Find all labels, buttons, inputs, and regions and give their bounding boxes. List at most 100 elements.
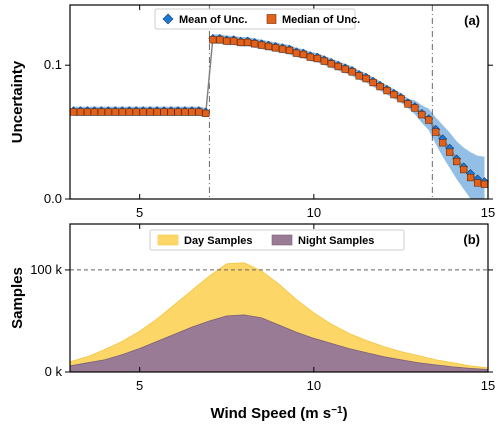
b-xtick-label: 5 xyxy=(136,378,143,393)
legend-night-label: Night Samples xyxy=(298,235,374,247)
median-point xyxy=(188,108,196,116)
median-point xyxy=(285,46,294,55)
median-point xyxy=(425,116,433,124)
median-point xyxy=(390,91,398,99)
median-point xyxy=(313,54,321,63)
median-point xyxy=(439,139,447,147)
a-xtick-label: 15 xyxy=(481,205,495,220)
panel-a-frame xyxy=(69,4,489,200)
median-point xyxy=(271,44,280,52)
median-point xyxy=(111,108,119,116)
median-point xyxy=(244,38,252,47)
median-point xyxy=(174,108,182,116)
median-point xyxy=(153,108,161,116)
median-point xyxy=(446,148,454,156)
a-ytick-label: 0.1 xyxy=(44,57,62,72)
series-markers xyxy=(69,34,489,188)
median-point xyxy=(118,108,126,116)
median-point xyxy=(348,68,356,76)
uncertainty-band-high xyxy=(212,34,485,200)
b-xtick-label: 15 xyxy=(481,378,495,393)
median-point xyxy=(251,40,259,48)
median-point xyxy=(202,109,210,117)
median-point xyxy=(237,38,245,47)
median-point xyxy=(362,74,370,83)
median-point xyxy=(341,65,349,73)
panel-label-a: (a) xyxy=(464,13,480,28)
median-point xyxy=(411,104,419,112)
median-point xyxy=(230,37,238,45)
legend-mean-marker xyxy=(162,13,174,25)
x-axis-label-main: Wind Speed (m s xyxy=(210,405,331,422)
median-point xyxy=(278,45,287,53)
panel-label-b: (b) xyxy=(463,232,480,247)
median-point xyxy=(299,50,307,59)
panel-b-frame xyxy=(69,223,489,373)
median-point xyxy=(466,173,475,182)
x-axis-label-end: ) xyxy=(343,405,348,422)
a-xtick-label: 10 xyxy=(307,205,321,220)
legend-median-label: Median of Unc. xyxy=(282,14,360,26)
legend-day-label: Day Samples xyxy=(184,235,252,247)
median-point xyxy=(453,157,461,166)
median-point xyxy=(320,57,328,65)
legend-day-swatch xyxy=(157,234,179,246)
median-point xyxy=(181,108,189,116)
median-point xyxy=(327,60,335,68)
panel-b-ticks: 5 10 15 0 k 100 k xyxy=(30,224,495,393)
median-point xyxy=(209,36,217,44)
median-point xyxy=(383,87,391,95)
median-point xyxy=(334,62,342,71)
y-axis-label-uncertainty: Uncertainty xyxy=(9,60,26,143)
panel-b-samples: 5 10 15 0 k 100 k Samples Wind Speed (m s−1)… xyxy=(9,223,495,423)
median-point xyxy=(369,79,377,87)
median-point xyxy=(97,108,105,116)
panel-a-ticks: 5 10 15 0.0 0.1 xyxy=(44,5,495,220)
median-point xyxy=(195,108,203,116)
median-point xyxy=(404,100,412,108)
median-point xyxy=(418,111,426,119)
median-point xyxy=(83,108,92,116)
regime-vlines xyxy=(208,5,433,199)
median-point xyxy=(223,37,231,45)
legend-mean-label: Mean of Unc. xyxy=(179,14,247,26)
y-axis-label-samples: Samples xyxy=(9,267,26,329)
median-point xyxy=(90,108,98,116)
median-point xyxy=(76,108,85,116)
median-point xyxy=(104,108,112,116)
a-ytick-label: 0.0 xyxy=(44,191,62,206)
median-point xyxy=(125,108,133,116)
night-samples-area xyxy=(69,314,489,373)
median-point xyxy=(167,108,175,116)
x-axis-label-wind-speed: Wind Speed (m s−1) xyxy=(210,405,347,423)
b-ytick-label: 100 k xyxy=(30,262,62,277)
legend-b: Day Samples Night Samples xyxy=(149,229,405,251)
median-point xyxy=(146,108,154,116)
median-point xyxy=(355,72,363,80)
panel-a-uncertainty: 5 10 15 0.0 0.1 Uncertainty (a) Mean of Unc.… xyxy=(9,4,495,220)
median-point xyxy=(306,53,314,61)
median-point xyxy=(69,108,78,116)
median-point xyxy=(257,41,266,49)
median-point xyxy=(292,49,301,57)
median-point xyxy=(139,108,147,116)
x-axis-label-sup: −1 xyxy=(331,405,343,416)
median-point xyxy=(132,108,140,116)
median-point xyxy=(160,108,168,116)
median-point xyxy=(216,36,224,44)
legend-median-marker xyxy=(266,14,277,24)
median-point xyxy=(264,42,273,51)
a-xtick-label: 5 xyxy=(136,205,143,220)
legend-a: Mean of Unc. Median of Unc. xyxy=(154,8,360,30)
median-point xyxy=(460,165,468,174)
median-point xyxy=(473,179,482,187)
b-ytick-label: 0 k xyxy=(45,364,63,379)
median-point xyxy=(480,180,489,188)
median-point xyxy=(376,83,384,91)
b-xtick-label: 10 xyxy=(307,378,321,393)
median-point xyxy=(397,95,405,103)
legend-night-swatch xyxy=(271,234,293,246)
legend-a-box xyxy=(154,8,356,30)
median-point xyxy=(432,128,440,136)
